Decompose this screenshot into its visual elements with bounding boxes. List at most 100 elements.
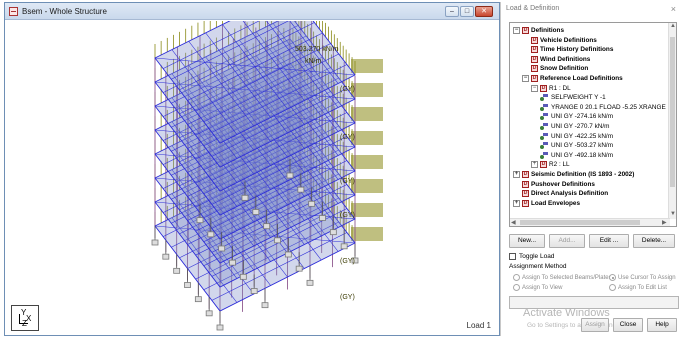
support-node [194, 296, 202, 303]
window-controls: – □ ✕ [445, 5, 499, 17]
radio-edit-list-button[interactable] [609, 284, 616, 291]
grid-line [203, 173, 339, 243]
assignment-method-label: Assignment Method [509, 263, 567, 270]
collapse-icon[interactable]: − [513, 27, 520, 34]
scroll-left-icon[interactable]: ◀ [511, 220, 516, 226]
tree-item[interactable]: D Vehicle Definitions [522, 36, 597, 45]
grid-line [239, 159, 305, 245]
grid-line [266, 21, 322, 93]
tree-item[interactable]: D Direct Analysis Definition [513, 189, 608, 198]
tree-item[interactable]: D Wind Definitions [522, 55, 590, 64]
radio-selected-beams-button[interactable] [513, 274, 520, 281]
grid-line [239, 39, 305, 125]
tree-item[interactable]: D Snow Definition [522, 64, 588, 73]
tree-item[interactable]: − D Reference Load Definitions [522, 74, 623, 83]
tree-item-label: Wind Definitions [540, 55, 591, 63]
tree-item[interactable]: SELFWEIGHT Y -1 [540, 93, 606, 102]
load-definition-tree[interactable]: ▲ ▼ ◀ ▶ − D Definitions D Vehicle Definition… [509, 22, 677, 227]
load-item-icon [540, 142, 548, 150]
tree-item[interactable]: UNI GY -492.18 kN/m [540, 151, 613, 160]
tree-item[interactable]: UNI GY -274.16 kN/m [540, 112, 613, 121]
close-window-button[interactable]: ✕ [475, 5, 493, 17]
expand-icon[interactable]: + [531, 161, 538, 169]
structure-canvas[interactable]: 503.270 kN/m kN/m (GY) (GY) (GY) (GY) (GY) (GY)… [5, 21, 499, 335]
add-button[interactable]: Add... [549, 234, 585, 248]
edit-button[interactable]: Edit ... [589, 234, 629, 248]
scroll-thumb[interactable] [670, 37, 675, 187]
toggle-load-checkbox[interactable] [509, 253, 516, 260]
tree-item[interactable]: YRANGE 0 20.1 FLOAD -5.25 XRANGE [540, 103, 666, 112]
tree-item-label: Direct Analysis Definition [531, 190, 609, 198]
delete-button[interactable]: Delete... [633, 234, 675, 248]
expand-icon[interactable]: + [513, 171, 520, 178]
minimize-button[interactable]: – [445, 5, 459, 17]
load-annotation: (GY) [340, 178, 355, 185]
support-node [295, 265, 303, 272]
support-node [205, 310, 213, 317]
collapse-icon[interactable]: − [522, 75, 529, 82]
structure-viewport-window[interactable]: Bsem - Whole Structure – □ ✕ 503.270 kN/… [4, 2, 500, 336]
grid-line [211, 112, 348, 181]
tree-item[interactable]: − D Definitions [513, 26, 564, 35]
radio-edit-list[interactable]: Assign To Edit List [609, 284, 667, 291]
radio-edit-list-label: Assign To Edit List [618, 284, 667, 291]
radio-view[interactable]: Assign To View [513, 284, 562, 291]
toggle-load-row[interactable]: Toggle Load [509, 253, 554, 260]
tree-item[interactable]: UNI GY -503.27 kN/m [540, 141, 613, 150]
grid-line [242, 21, 305, 101]
active-load-label: Load 1 [466, 321, 491, 330]
radio-use-cursor-button[interactable] [609, 274, 616, 281]
tree-item[interactable]: D Time History Definitions [522, 45, 613, 54]
load-definition-panel: Load & Definition × ▲ ▼ ◀ ▶ − D Definition… [500, 2, 684, 336]
support-node [274, 237, 281, 244]
tree-item[interactable]: UNI GY -422.25 kN/m [540, 132, 613, 141]
grid-line [289, 21, 339, 84]
tree-item[interactable]: + D Seismic Definition (IS 1893 - 2002) [513, 170, 634, 179]
close-button[interactable]: Close [613, 318, 643, 332]
tree-item[interactable]: UNI GY -270.7 kN/m [540, 122, 609, 131]
activate-windows-watermark: Activate Windows [523, 307, 610, 319]
tree-vertical-scrollbar[interactable]: ▲ ▼ [668, 23, 676, 219]
radio-selected-beams[interactable]: Assign To Selected Beams/Plates [513, 274, 612, 281]
panel-close-button[interactable]: × [670, 4, 676, 14]
radio-view-button[interactable] [513, 284, 520, 291]
support-node [319, 215, 326, 221]
grid-line [195, 67, 331, 136]
assign-list-box[interactable] [509, 296, 679, 309]
hscroll-thumb[interactable] [520, 220, 640, 225]
definition-icon: D [522, 27, 529, 34]
scroll-up-icon[interactable]: ▲ [670, 23, 676, 29]
expand-icon[interactable]: + [513, 199, 520, 207]
tree-item[interactable]: − D R1 : DL [531, 84, 571, 93]
tree-item[interactable]: + D Load Envelopes [513, 199, 580, 208]
tree-item-label: UNI GY -492.18 kN/m [551, 151, 614, 159]
support-node [252, 209, 260, 215]
load-annotation: 503.270 kN/m [295, 46, 339, 53]
assign-button[interactable]: Assign [581, 318, 609, 332]
tree-item-label: R2 : LL [549, 161, 570, 169]
grid-line [203, 149, 339, 219]
tree-horizontal-scrollbar[interactable]: ◀ ▶ [510, 218, 670, 226]
tree-item[interactable]: + D R2 : LL [531, 160, 570, 169]
definition-icon: D [540, 84, 547, 92]
tree-item[interactable]: D Pushover Definitions [513, 180, 595, 189]
support-node [151, 239, 159, 246]
support-node [308, 200, 316, 207]
grid-line [195, 187, 331, 256]
viewport-titlebar: Bsem - Whole Structure – □ ✕ [5, 3, 499, 20]
tree-item-label: R1 : DL [549, 84, 571, 92]
tree-item-label: UNI GY -422.25 kN/m [551, 132, 614, 140]
new-button[interactable]: New... [509, 234, 545, 248]
load-band [351, 155, 383, 169]
viewport-title: Bsem - Whole Structure [22, 6, 107, 16]
scroll-down-icon[interactable]: ▼ [670, 211, 676, 217]
tree-item-label: UNI GY -270.7 kN/m [551, 123, 610, 130]
maximize-button[interactable]: □ [460, 5, 474, 17]
collapse-icon[interactable]: − [531, 84, 538, 92]
support-node [284, 251, 292, 258]
support-node [286, 172, 294, 179]
scroll-right-icon[interactable]: ▶ [662, 220, 667, 226]
tree-item-label: Seismic Definition (IS 1893 - 2002) [531, 171, 635, 178]
help-button[interactable]: Help [647, 318, 677, 332]
radio-use-cursor[interactable]: Use Cursor To Assign [609, 274, 676, 281]
